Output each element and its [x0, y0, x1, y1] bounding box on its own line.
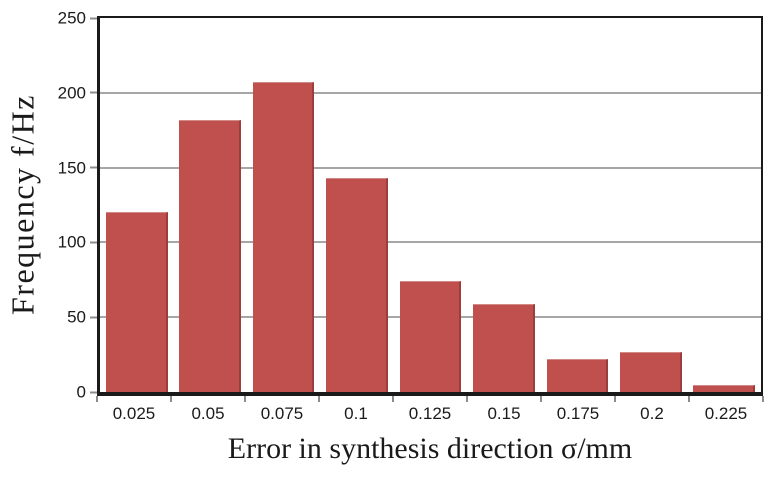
gridline	[100, 241, 761, 244]
y-tick-label: 250	[57, 8, 86, 28]
y-tick-mark	[90, 166, 97, 169]
bar-slot	[467, 18, 540, 392]
x-axis-title: Error in synthesis direction σ/mm	[227, 432, 633, 465]
y-axis-tick-labels: 0 50 100 150 200 250	[0, 10, 97, 401]
x-axis-tick-marks	[96, 396, 764, 403]
y-tick-label: 150	[57, 158, 86, 178]
x-tick-label: 0.05	[191, 404, 225, 423]
x-tick-label: 0.025	[112, 404, 156, 423]
x-tick-label: 0.15	[487, 404, 521, 423]
y-tick-row: 50	[67, 309, 97, 326]
x-tick-mark	[762, 396, 764, 402]
x-tick-label: 0.2	[640, 404, 664, 423]
x-tick-label: 0.075	[260, 404, 304, 423]
bar-0.15	[473, 303, 535, 392]
x-tick-mark	[391, 396, 394, 402]
x-tick-mark	[243, 396, 246, 402]
bar-slot	[320, 18, 393, 392]
bar-0.075	[252, 82, 315, 392]
y-tick-mark	[90, 316, 97, 319]
bar-slot	[541, 18, 614, 392]
gridline	[100, 166, 761, 169]
bar-series	[100, 18, 761, 392]
bar-0.05	[179, 119, 241, 392]
y-tick-label: 0	[76, 382, 86, 402]
bar-slot	[394, 18, 467, 392]
bar-0.025	[105, 212, 168, 392]
x-tick-mark	[169, 396, 172, 402]
x-tick-mark	[687, 396, 690, 402]
x-axis-tick-labels: 0.025 0.05 0.075 0.1 0.125 0.15 0.175 0.2 0.225	[97, 404, 763, 424]
bar-0.225	[693, 384, 756, 392]
bar-0.2	[619, 351, 682, 392]
bar-slot	[614, 18, 687, 392]
x-tick-label: 0.1	[344, 404, 368, 423]
x-tick-label: 0.225	[704, 404, 748, 423]
y-tick-row: 150	[58, 159, 97, 176]
x-tick-label: 0.125	[408, 404, 452, 423]
bar-slot	[247, 18, 320, 392]
y-tick-row: 100	[58, 234, 97, 251]
bar-slot	[688, 18, 761, 392]
x-tick-mark	[466, 396, 468, 402]
y-tick-label: 50	[67, 307, 86, 327]
y-tick-label: 100	[57, 232, 86, 252]
y-tick-mark	[90, 91, 97, 94]
y-tick-row: 200	[58, 84, 97, 101]
bar-0.175	[546, 359, 609, 392]
gridline	[100, 91, 761, 94]
bar-0.1	[326, 178, 388, 392]
x-tick-mark	[96, 396, 98, 402]
y-tick-mark	[90, 391, 97, 393]
plot-area	[97, 16, 763, 396]
y-tick-label: 200	[57, 83, 86, 103]
y-tick-mark	[90, 17, 97, 19]
bar-slot	[100, 18, 173, 392]
bar-slot	[173, 18, 246, 392]
y-tick-row: 0	[77, 384, 97, 401]
x-tick-mark	[614, 396, 616, 402]
x-tick-mark	[539, 396, 542, 402]
y-tick-mark	[90, 241, 97, 244]
bar-0.125	[399, 281, 462, 392]
x-tick-label: 0.175	[556, 404, 600, 423]
y-tick-row: 250	[58, 10, 97, 27]
x-tick-mark	[317, 396, 320, 402]
